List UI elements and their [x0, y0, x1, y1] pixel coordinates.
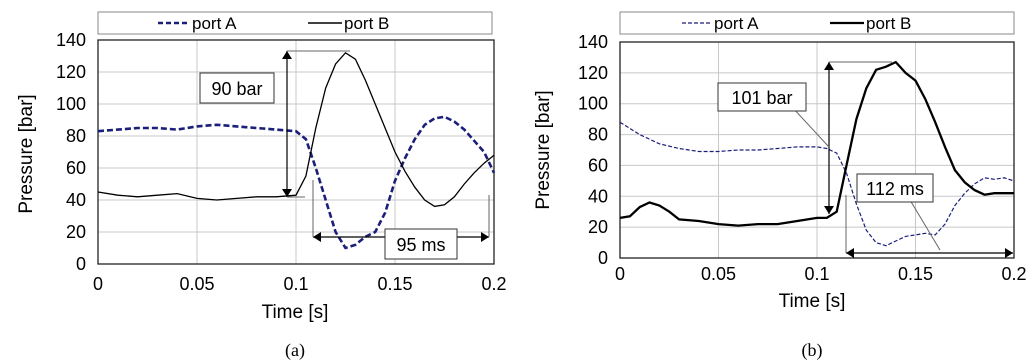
legend-a: port A port B: [97, 11, 493, 35]
arrowhead-up: [824, 62, 834, 70]
annotation-112-ms: 112 ms: [845, 173, 1013, 258]
arrowhead-left: [846, 248, 854, 258]
y-tick-label: 80: [66, 126, 86, 146]
x-tick-label: 0.1: [804, 264, 829, 284]
chart-panel-b: port A port B 101 bar: [533, 11, 1027, 360]
grid-b: [619, 41, 1015, 259]
tick-labels-b: 0 0.05 0.1 0.15 0.2 0 20 40 60 80 100 120 140: [578, 32, 1027, 284]
x-tick-label: 0.05: [701, 264, 736, 284]
x-axis-label-b: Time [s]: [779, 291, 846, 312]
tick-labels-a: 0 0.05 0.1 0.15 0.2 0 20 40 60 80 100 120 140: [56, 30, 507, 294]
x-tick-label: 0.1: [283, 274, 308, 294]
label-box-112-ms: [856, 173, 934, 203]
annotation-label-112-ms: 112 ms: [866, 179, 924, 199]
leader-line-101-bar: [791, 106, 830, 148]
label-box-95-ms: [384, 228, 458, 260]
y-tick-label: 60: [66, 158, 86, 178]
series-lines-b: [619, 60, 1015, 247]
legend-box-a: [97, 11, 493, 35]
series-line-port-b: [619, 60, 1014, 227]
y-tick-label: 100: [56, 94, 86, 114]
legend-label-port-a: port A: [714, 14, 759, 33]
x-tick-label: 0.15: [898, 264, 933, 284]
x-tick-label: 0.2: [1001, 264, 1026, 284]
plot-frame: [97, 39, 495, 265]
y-tick-label: 120: [56, 62, 86, 82]
y-tick-label: 100: [578, 94, 608, 114]
label-box-90-bar: [199, 72, 275, 104]
y-tick-label: 40: [66, 190, 86, 210]
arrowhead-right: [481, 232, 489, 242]
legend-b: port A port B: [619, 11, 1015, 35]
x-axis-label-a: Time [s]: [262, 302, 329, 323]
y-tick-label: 20: [588, 217, 608, 237]
x-tick-label: 0: [93, 274, 103, 294]
y-tick-label: 0: [598, 248, 608, 268]
x-tick-label: 0.15: [377, 274, 412, 294]
series-line-port-b: [97, 51, 495, 208]
arrowhead-down: [824, 206, 834, 214]
y-tick-label: 140: [56, 30, 86, 50]
x-tick-label: 0.2: [481, 274, 506, 294]
legend-label-port-b: port B: [344, 14, 389, 33]
legend-label-port-a: port A: [192, 14, 237, 33]
y-axis-label-a: Pressure [bar]: [16, 94, 37, 213]
series-lines-a: [97, 51, 496, 250]
annotation-label-90-bar: 90 bar: [211, 79, 262, 99]
x-tick-label: 0.05: [179, 274, 214, 294]
caption-b: (b): [802, 340, 823, 360]
annotation-101-bar: 101 bar: [717, 61, 892, 214]
series-line-port-a: [97, 115, 496, 250]
y-tick-label: 0: [76, 254, 86, 274]
arrowhead-up: [282, 51, 292, 59]
y-tick-label: 120: [578, 63, 608, 83]
chart-panel-a: port A port B 90 bar: [16, 11, 507, 360]
y-tick-label: 60: [588, 155, 608, 175]
arrowhead-down: [282, 189, 292, 197]
arrowhead-left: [313, 232, 321, 242]
leader-line-112-ms: [909, 199, 941, 251]
arrowhead-right: [1005, 248, 1013, 258]
annotations-b: 101 bar 112 ms: [717, 61, 1013, 258]
grid-a: [97, 39, 495, 265]
annotation-label-101-bar: 101 bar: [731, 88, 792, 108]
annotation-95-ms: 95 ms: [312, 180, 490, 260]
plot-frame: [619, 41, 1015, 259]
legend-box-b: [619, 11, 1015, 35]
y-axis-label-b: Pressure [bar]: [533, 90, 554, 209]
y-tick-label: 80: [588, 125, 608, 145]
y-tick-label: 20: [66, 222, 86, 242]
annotation-label-95-ms: 95 ms: [396, 235, 445, 255]
y-tick-label: 140: [578, 32, 608, 52]
x-tick-label: 0: [615, 264, 625, 284]
label-box-101-bar: [717, 82, 807, 112]
caption-a: (a): [285, 340, 305, 360]
series-line-port-a: [619, 121, 1015, 247]
legend-label-port-b: port B: [866, 14, 911, 33]
annotations-a: 90 bar 95 ms: [199, 50, 490, 260]
y-tick-label: 40: [588, 186, 608, 206]
annotation-90-bar: 90 bar: [199, 50, 350, 198]
